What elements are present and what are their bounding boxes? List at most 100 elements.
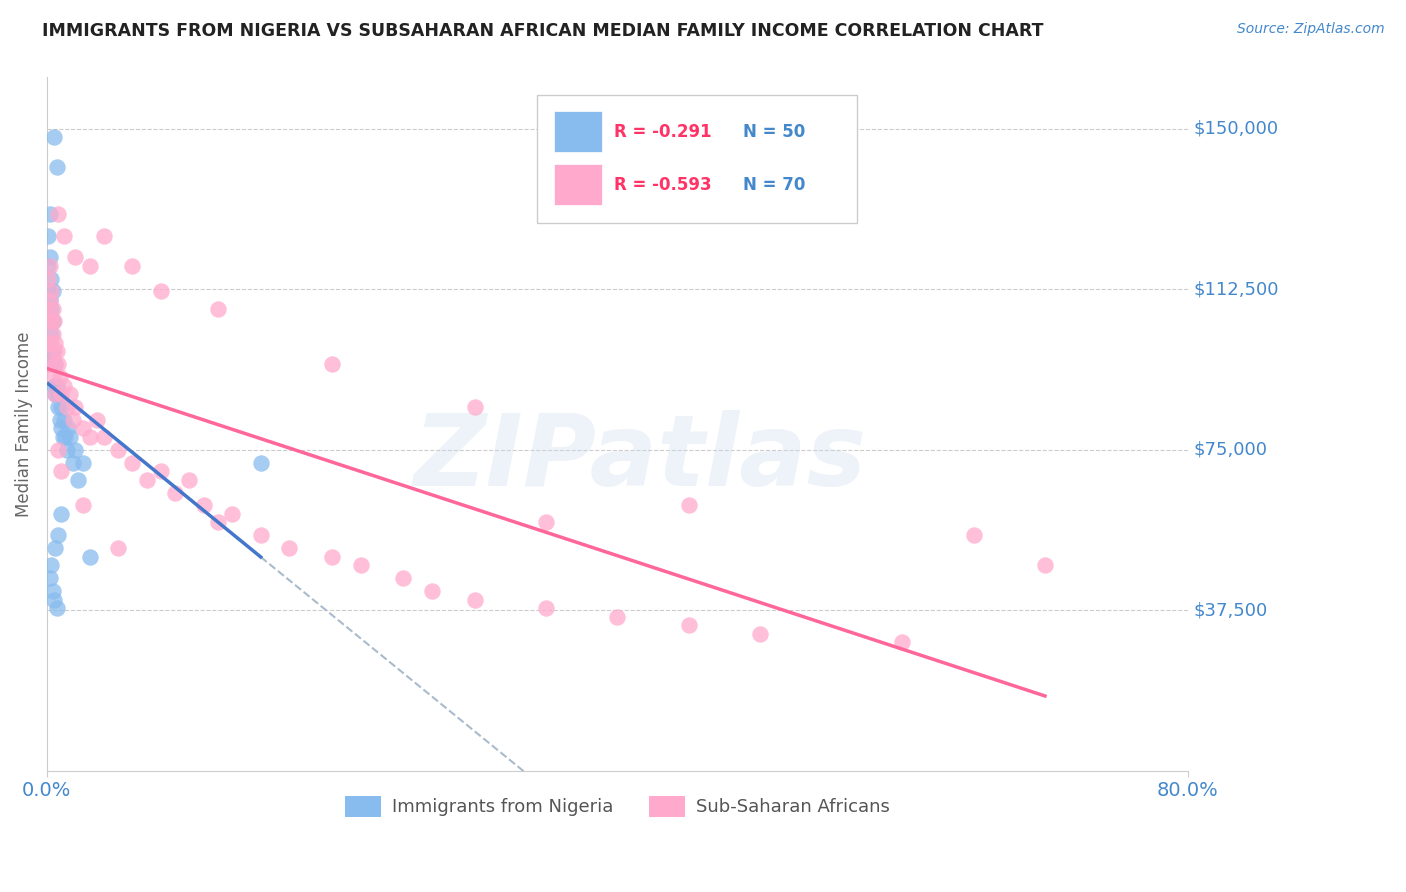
Point [38,259,60,273]
Point [121,259,143,273]
Point [37,357,59,371]
Point [41,301,63,316]
Point [39,335,62,350]
Point [193,499,215,513]
Point [44,357,66,371]
Point [55,430,77,444]
Point [38,571,60,585]
Point [62,456,84,470]
Point [221,507,243,521]
Point [46,528,69,542]
Point [420,584,443,599]
Legend: Immigrants from Nigeria, Sub-Saharan Africans: Immigrants from Nigeria, Sub-Saharan Afr… [337,789,897,824]
Point [39,301,62,316]
Point [38,293,60,307]
Point [42,378,65,392]
Point [464,592,486,607]
Point [349,558,371,573]
Point [49,387,72,401]
Point [45,344,67,359]
Point [42,357,65,371]
Text: ZIPatlas: ZIPatlas [413,410,866,508]
Point [39,314,62,328]
Text: N = 50: N = 50 [742,122,806,141]
Point [748,626,770,640]
Point [38,207,60,221]
Point [37,301,59,316]
Point [44,541,66,556]
FancyBboxPatch shape [554,164,602,205]
Point [39,327,62,342]
Point [121,456,143,470]
Point [67,473,90,487]
Point [56,400,79,414]
Point [58,421,80,435]
Text: Source: ZipAtlas.com: Source: ZipAtlas.com [1237,22,1385,37]
Point [249,528,271,542]
Point [62,413,84,427]
Point [42,344,65,359]
Y-axis label: Median Family Income: Median Family Income [15,331,32,516]
Point [72,421,94,435]
Point [49,507,72,521]
Point [464,400,486,414]
Point [45,161,67,175]
Point [44,335,66,350]
Point [149,464,172,478]
Point [79,430,101,444]
Point [79,549,101,564]
Text: $37,500: $37,500 [1194,601,1268,619]
Point [45,601,67,615]
Text: N = 70: N = 70 [742,176,806,194]
Point [39,344,62,359]
Point [37,228,59,243]
Point [46,387,69,401]
Point [39,285,62,299]
Point [93,228,115,243]
Point [37,335,59,350]
Point [42,592,65,607]
Text: IMMIGRANTS FROM NIGERIA VS SUBSAHARAN AFRICAN MEDIAN FAMILY INCOME CORRELATION C: IMMIGRANTS FROM NIGERIA VS SUBSAHARAN AF… [42,22,1043,40]
Point [41,344,63,359]
Point [72,456,94,470]
Point [53,378,76,392]
Point [207,301,229,316]
FancyBboxPatch shape [537,95,856,223]
Text: $112,500: $112,500 [1194,280,1279,298]
Point [321,357,343,371]
Point [49,400,72,414]
Point [37,285,59,299]
Point [72,499,94,513]
Text: R = -0.593: R = -0.593 [614,176,711,194]
Point [37,301,59,316]
Point [49,464,72,478]
Point [37,314,59,328]
Text: $150,000: $150,000 [1194,120,1278,137]
Point [46,357,69,371]
Text: R = -0.291: R = -0.291 [614,122,711,141]
Point [42,314,65,328]
Point [207,516,229,530]
Point [46,207,69,221]
Point [49,421,72,435]
Point [534,601,557,615]
Point [46,400,69,414]
Point [42,130,65,145]
Point [53,228,76,243]
Point [59,387,82,401]
Point [44,357,66,371]
Point [41,370,63,384]
Point [38,293,60,307]
Point [1033,558,1056,573]
Point [891,635,914,649]
Point [179,473,201,487]
Point [65,400,87,414]
Point [39,558,62,573]
Text: $75,000: $75,000 [1194,441,1267,458]
Point [93,430,115,444]
Point [278,541,301,556]
Point [107,541,129,556]
Point [963,528,986,542]
Point [41,285,63,299]
Point [606,609,628,624]
